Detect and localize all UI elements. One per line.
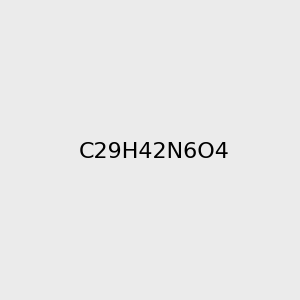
Text: C29H42N6O4: C29H42N6O4 [78, 142, 229, 161]
